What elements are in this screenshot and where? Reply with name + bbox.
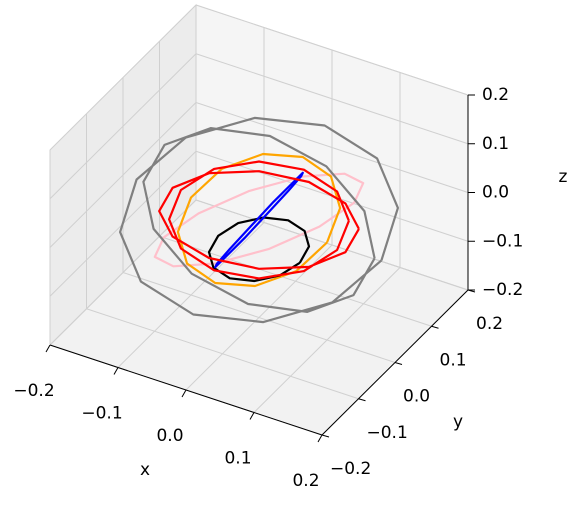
grid-line <box>195 4 469 96</box>
y-axis-line <box>321 289 469 436</box>
grid-line <box>195 199 469 291</box>
y-tick <box>321 434 330 438</box>
x-tick-label: −0.2 <box>13 381 54 401</box>
grid-line <box>122 272 396 363</box>
x-tick <box>45 344 51 353</box>
z-tick-label: 0.2 <box>482 85 509 105</box>
z-tick-label: −0.1 <box>482 231 523 251</box>
trajectory <box>207 216 311 283</box>
grid-line <box>195 53 469 145</box>
x-tick-label: 0.0 <box>156 426 183 446</box>
y-tick <box>394 362 403 365</box>
y-tick-label: 0.0 <box>403 387 430 407</box>
z-tick-label: 0.0 <box>482 183 509 203</box>
x-axis-line <box>49 344 323 436</box>
grid-line <box>159 235 432 327</box>
y-tick-label: −0.1 <box>367 423 408 443</box>
y-axis-label: y <box>453 412 463 432</box>
z-axis-label: z <box>559 167 568 187</box>
x-tick <box>249 412 255 420</box>
trajectory <box>119 116 399 324</box>
x-tick-label: 0.2 <box>292 471 319 491</box>
trajectory <box>158 160 360 280</box>
x-tick <box>181 389 187 398</box>
y-tick <box>358 398 366 402</box>
x-tick-label: −0.1 <box>81 404 122 424</box>
y-tick-label: 0.2 <box>476 314 503 334</box>
z-tick-label: 0.1 <box>482 134 509 154</box>
trajectory <box>176 152 342 288</box>
x-tick-label: 0.1 <box>224 449 251 469</box>
x-axis-label: x <box>140 460 150 480</box>
y-tick-label: −0.2 <box>330 459 371 479</box>
z-tick-label: −0.2 <box>482 280 523 300</box>
grid-line <box>49 4 197 151</box>
trajectory <box>153 172 365 268</box>
y-tick <box>431 325 439 329</box>
y-tick-label: 0.1 <box>440 350 467 370</box>
grid-line <box>86 308 359 400</box>
grid-line <box>49 53 197 200</box>
grid-line <box>49 102 197 248</box>
x-tick <box>317 434 323 443</box>
trajectory <box>214 171 304 269</box>
x-tick <box>113 367 119 375</box>
grid-line <box>195 102 469 193</box>
